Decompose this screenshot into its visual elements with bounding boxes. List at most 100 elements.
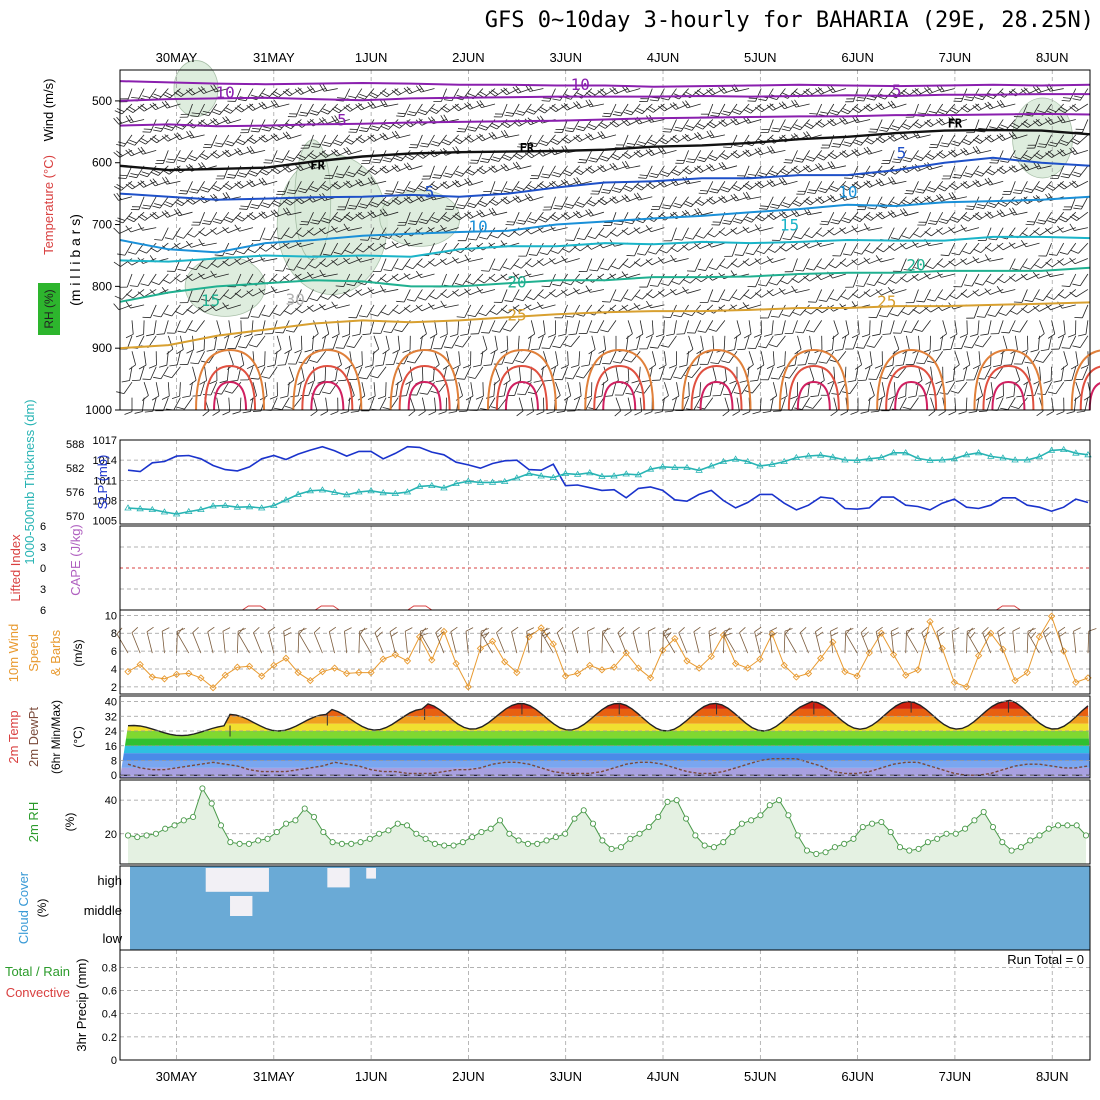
wind-barb (336, 149, 350, 157)
wind-barb (631, 103, 641, 116)
wind-barb (302, 227, 314, 237)
wind-barb (328, 211, 339, 224)
wind-barb-flag (206, 349, 215, 352)
wind-barb (651, 320, 654, 335)
wind-barb-flag (428, 185, 436, 191)
wind-speed-marker (987, 629, 995, 637)
wind-barb (846, 258, 859, 267)
wind-barb-flag (526, 411, 534, 416)
wind-barb-flag (1025, 187, 1034, 191)
wind-barb (948, 242, 956, 256)
wind-barb (620, 103, 629, 117)
wind-barb-flag (600, 198, 608, 204)
wind-barb (1021, 289, 1028, 303)
wind-speed-marker (731, 659, 740, 668)
wind-barb (521, 181, 532, 193)
wind-barb-flag (806, 122, 814, 127)
wind-barb-flag (420, 627, 427, 635)
bottom-date-label: 30MAY (156, 1069, 198, 1084)
wind-barb-flag (648, 148, 655, 155)
wind-barb (397, 273, 411, 282)
wind-barb-flag (512, 196, 519, 203)
wind-barb-flag (467, 101, 474, 109)
wind-barb-flag (515, 360, 524, 363)
wind-speed-marker (136, 660, 144, 669)
wind-barb-flag (564, 170, 573, 175)
wind-barb-flag (258, 246, 267, 252)
top-date-label: 1JUN (355, 50, 388, 65)
wind-barb-flag (140, 213, 148, 219)
wind-barb-flag (128, 148, 135, 155)
wind-barb-flag (285, 158, 293, 162)
temp-band (120, 745, 1090, 754)
wind-barb-flag (310, 410, 318, 417)
thickness-marker (124, 504, 132, 511)
wind-barb (1085, 320, 1089, 335)
wind-barb-flag (743, 109, 751, 114)
temp-tick-label: 0 (111, 770, 117, 782)
wind-barb (1074, 149, 1089, 155)
wind-barb-flag (448, 411, 457, 414)
wind-barb (785, 382, 788, 397)
wind-barb-flag (564, 315, 573, 318)
wind-barb (585, 150, 593, 164)
wind-barb-flag (987, 135, 995, 141)
wind-barb (835, 258, 847, 269)
wind-barb (556, 211, 568, 222)
wind-barb (187, 289, 193, 303)
wind-barb (990, 134, 1004, 143)
wind-barb-flag (343, 181, 350, 188)
wind-barb-flag (371, 201, 379, 206)
wind-barb (499, 258, 508, 271)
wind-barb-flag (131, 626, 139, 634)
wind-barb-flag (203, 220, 212, 223)
wind-barb-flag (818, 299, 827, 302)
wind-barb-flag (128, 215, 137, 220)
wind-barb (608, 181, 617, 194)
wind-barb-flag (771, 203, 780, 207)
wind-barb-flag (634, 185, 642, 191)
wind-barb (1062, 227, 1076, 233)
wind-barb (772, 180, 786, 187)
wind-barb-flag (721, 195, 728, 202)
wind-barb-flag (190, 300, 199, 303)
wind-speed-marker (634, 664, 643, 672)
wind-barb-flag (152, 136, 160, 142)
wind-barb-flag (200, 298, 209, 302)
wind-barb (488, 258, 496, 272)
wind-barb-flag (343, 257, 350, 265)
wind-barb (949, 165, 956, 180)
rh-marker (664, 798, 671, 805)
wind-barb (642, 211, 653, 224)
wind-barb-flag (1030, 631, 1037, 639)
wind-barb (992, 165, 1004, 176)
wind-barb (669, 196, 677, 210)
wind-barb-flag (517, 219, 526, 222)
rh-marker (478, 829, 485, 836)
slp-tick-label: 1011 (93, 475, 117, 487)
wind-barb-flag (297, 87, 304, 94)
wind-barb-flag (429, 333, 438, 339)
wind-barb-flag (842, 116, 849, 124)
wind-barb-flag (866, 213, 874, 219)
wind-barb (385, 242, 399, 250)
wind-barb-flag (670, 247, 678, 253)
wind-barb (285, 351, 290, 365)
wind-barb (747, 227, 762, 234)
wind-barb (814, 181, 823, 194)
rh-marker (1064, 822, 1071, 829)
wind-barb (166, 103, 181, 109)
wind-barb-flag (144, 410, 153, 413)
wind-barb-flag (243, 333, 252, 337)
wind-barb-flag (827, 195, 834, 203)
wind-barb (171, 366, 181, 379)
wind-barb (717, 289, 726, 303)
wind-barb (1013, 134, 1028, 140)
wind-barb-flag (437, 631, 444, 638)
wind-barb-flag (662, 131, 671, 133)
wind-barb-flag (1067, 333, 1076, 338)
wind-barb (292, 150, 302, 162)
wind-barb-flag (309, 85, 316, 93)
wind-barb-flag (830, 632, 839, 637)
wind-barb-flag (815, 88, 822, 95)
